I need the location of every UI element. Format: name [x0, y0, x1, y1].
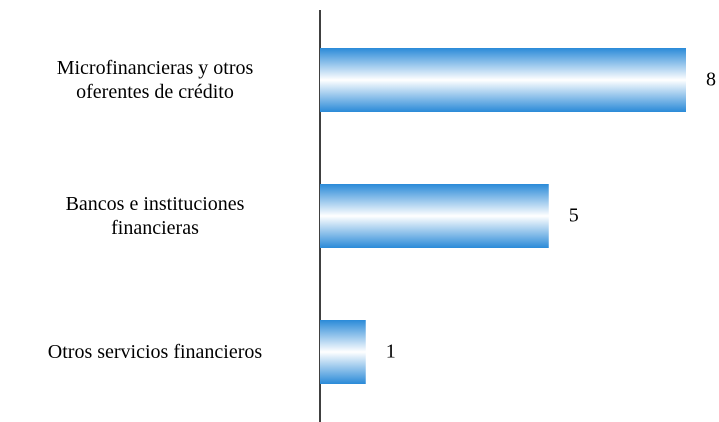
value-label: 8 — [706, 68, 716, 91]
category-label: Otros servicios financieros — [47, 341, 263, 363]
category-label: Bancos e instituciones financieras — [65, 193, 245, 239]
bar — [320, 48, 686, 112]
bar — [320, 320, 366, 384]
category-label: Microfinancieras y otros oferentes de cr… — [56, 57, 254, 103]
bar — [320, 184, 549, 248]
value-label: 5 — [568, 204, 579, 227]
value-label: 1 — [385, 340, 396, 363]
